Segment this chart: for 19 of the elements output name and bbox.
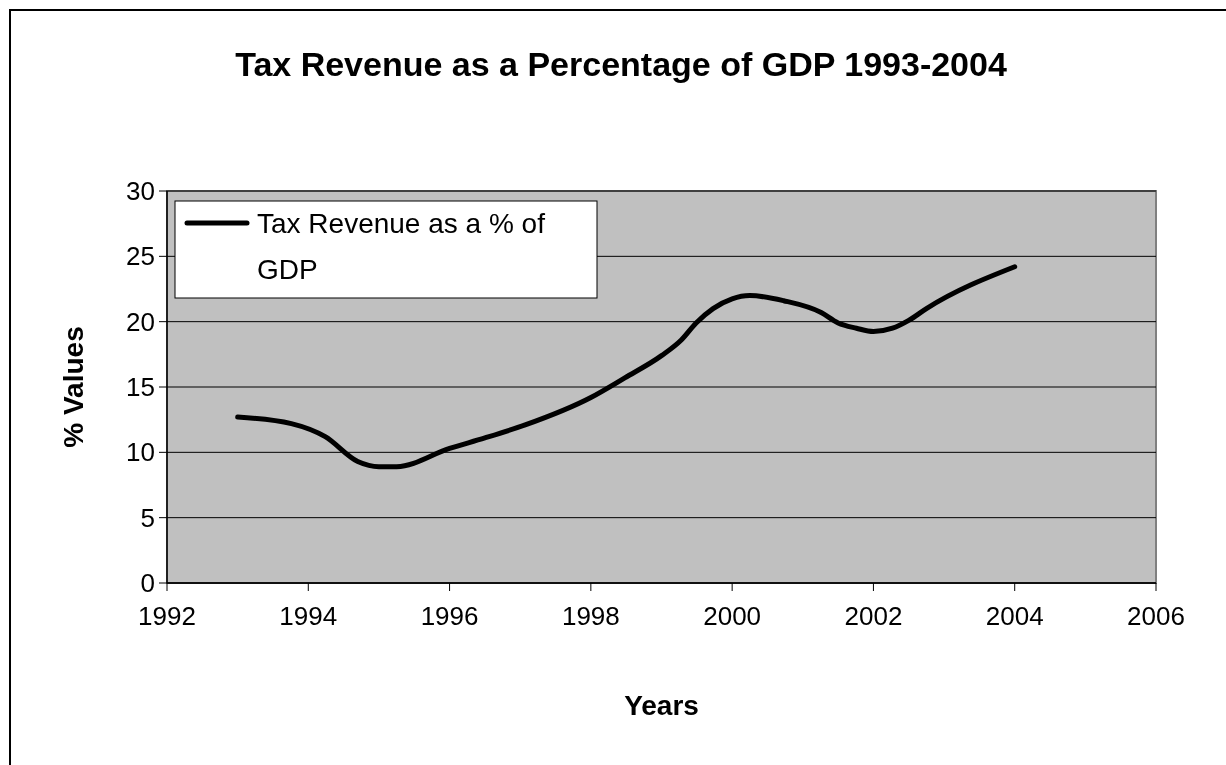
- x-tick-label: 2004: [985, 601, 1044, 631]
- x-tick-label: 1998: [561, 601, 620, 631]
- x-tick-label: 1992: [138, 601, 196, 631]
- y-tick-label: 20: [126, 306, 155, 337]
- x-tick-label: 2000: [703, 601, 762, 631]
- y-tick-label: 10: [126, 437, 155, 468]
- x-tick-label: 2006: [1127, 601, 1185, 631]
- x-tick-label: 2002: [844, 601, 903, 631]
- y-tick-label: 30: [126, 176, 155, 207]
- x-axis-title: Years: [624, 690, 699, 721]
- x-tick-label: 1996: [420, 601, 479, 631]
- y-tick-label: 25: [126, 241, 155, 272]
- y-tick-label: 5: [140, 502, 155, 533]
- y-axis-title: % Values: [58, 326, 89, 448]
- y-tick-label: 15: [126, 372, 155, 403]
- y-tick-label: 0: [140, 568, 155, 599]
- legend-label: Tax Revenue as a % of GDP: [257, 208, 546, 285]
- x-tick-label: 1994: [279, 601, 338, 631]
- chart-title: Tax Revenue as a Percentage of GDP 1993-2004: [235, 45, 1007, 83]
